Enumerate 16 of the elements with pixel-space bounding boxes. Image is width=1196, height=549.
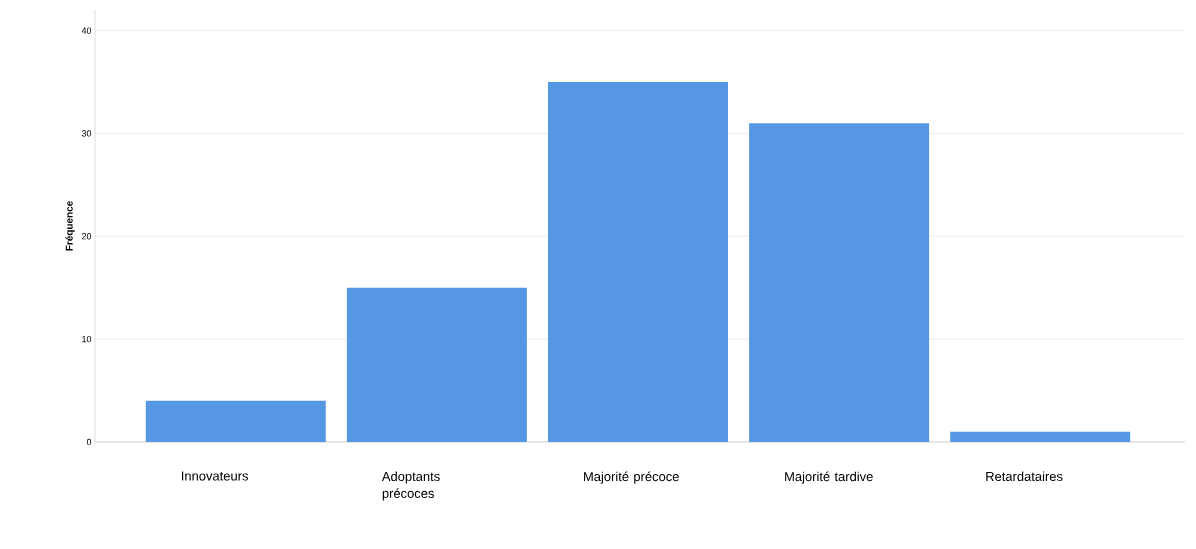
x-tick-label: Adoptants précoces	[381, 471, 440, 501]
bar	[749, 123, 930, 442]
y-tick-label: 30	[81, 130, 92, 137]
bar	[145, 400, 326, 442]
x-tick-label: Retardataires	[986, 471, 1063, 482]
bar	[950, 431, 1131, 442]
y-tick-label: 10	[82, 335, 92, 343]
y-tick-label: 0	[86, 438, 92, 446]
y-axis-title: Fréquence	[65, 201, 75, 251]
x-tick-label: Majorité précoce	[584, 471, 679, 484]
y-tick-label: 20	[81, 233, 92, 240]
x-tick-label: Innovateurs	[181, 471, 248, 481]
y-tick-label: 40	[81, 27, 92, 34]
x-tick-label: Majorité tardive	[785, 471, 873, 484]
bar	[547, 81, 728, 442]
bar	[346, 287, 527, 442]
